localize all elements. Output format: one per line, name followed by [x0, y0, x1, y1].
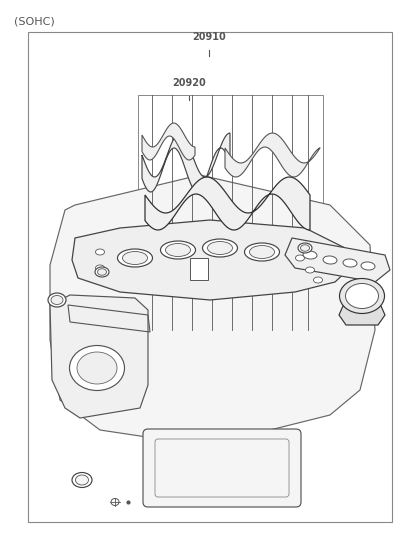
Ellipse shape	[298, 243, 312, 253]
Ellipse shape	[122, 251, 147, 264]
Ellipse shape	[117, 249, 153, 267]
Text: 20910: 20910	[192, 32, 226, 42]
Polygon shape	[145, 177, 310, 230]
Polygon shape	[142, 123, 195, 160]
Ellipse shape	[343, 259, 357, 267]
Ellipse shape	[95, 267, 109, 277]
Ellipse shape	[98, 269, 106, 275]
Ellipse shape	[305, 267, 315, 273]
Ellipse shape	[323, 256, 337, 264]
Ellipse shape	[51, 295, 63, 305]
Bar	[28, 32, 392, 522]
Polygon shape	[285, 238, 390, 282]
Ellipse shape	[207, 242, 233, 255]
Ellipse shape	[160, 241, 196, 259]
Ellipse shape	[300, 245, 310, 251]
Polygon shape	[50, 175, 375, 445]
Ellipse shape	[96, 265, 104, 271]
Ellipse shape	[48, 293, 66, 307]
Ellipse shape	[75, 475, 88, 485]
Ellipse shape	[70, 345, 124, 390]
Text: (SOHC): (SOHC)	[14, 16, 55, 26]
Bar	[138, 95, 323, 330]
Polygon shape	[72, 220, 350, 300]
Text: 20920: 20920	[172, 78, 206, 88]
Polygon shape	[339, 306, 385, 325]
Ellipse shape	[313, 277, 323, 283]
Ellipse shape	[249, 245, 274, 258]
Polygon shape	[50, 295, 148, 418]
Ellipse shape	[77, 352, 117, 384]
Polygon shape	[225, 133, 320, 177]
Ellipse shape	[96, 249, 104, 255]
Ellipse shape	[346, 283, 378, 308]
Ellipse shape	[295, 255, 305, 261]
Ellipse shape	[202, 239, 238, 257]
Ellipse shape	[303, 251, 317, 259]
Ellipse shape	[361, 262, 375, 270]
Ellipse shape	[166, 243, 191, 256]
Ellipse shape	[245, 243, 279, 261]
Ellipse shape	[339, 279, 385, 313]
Polygon shape	[142, 133, 230, 192]
Ellipse shape	[72, 472, 92, 488]
FancyBboxPatch shape	[143, 429, 301, 507]
Bar	[190, 258, 208, 280]
